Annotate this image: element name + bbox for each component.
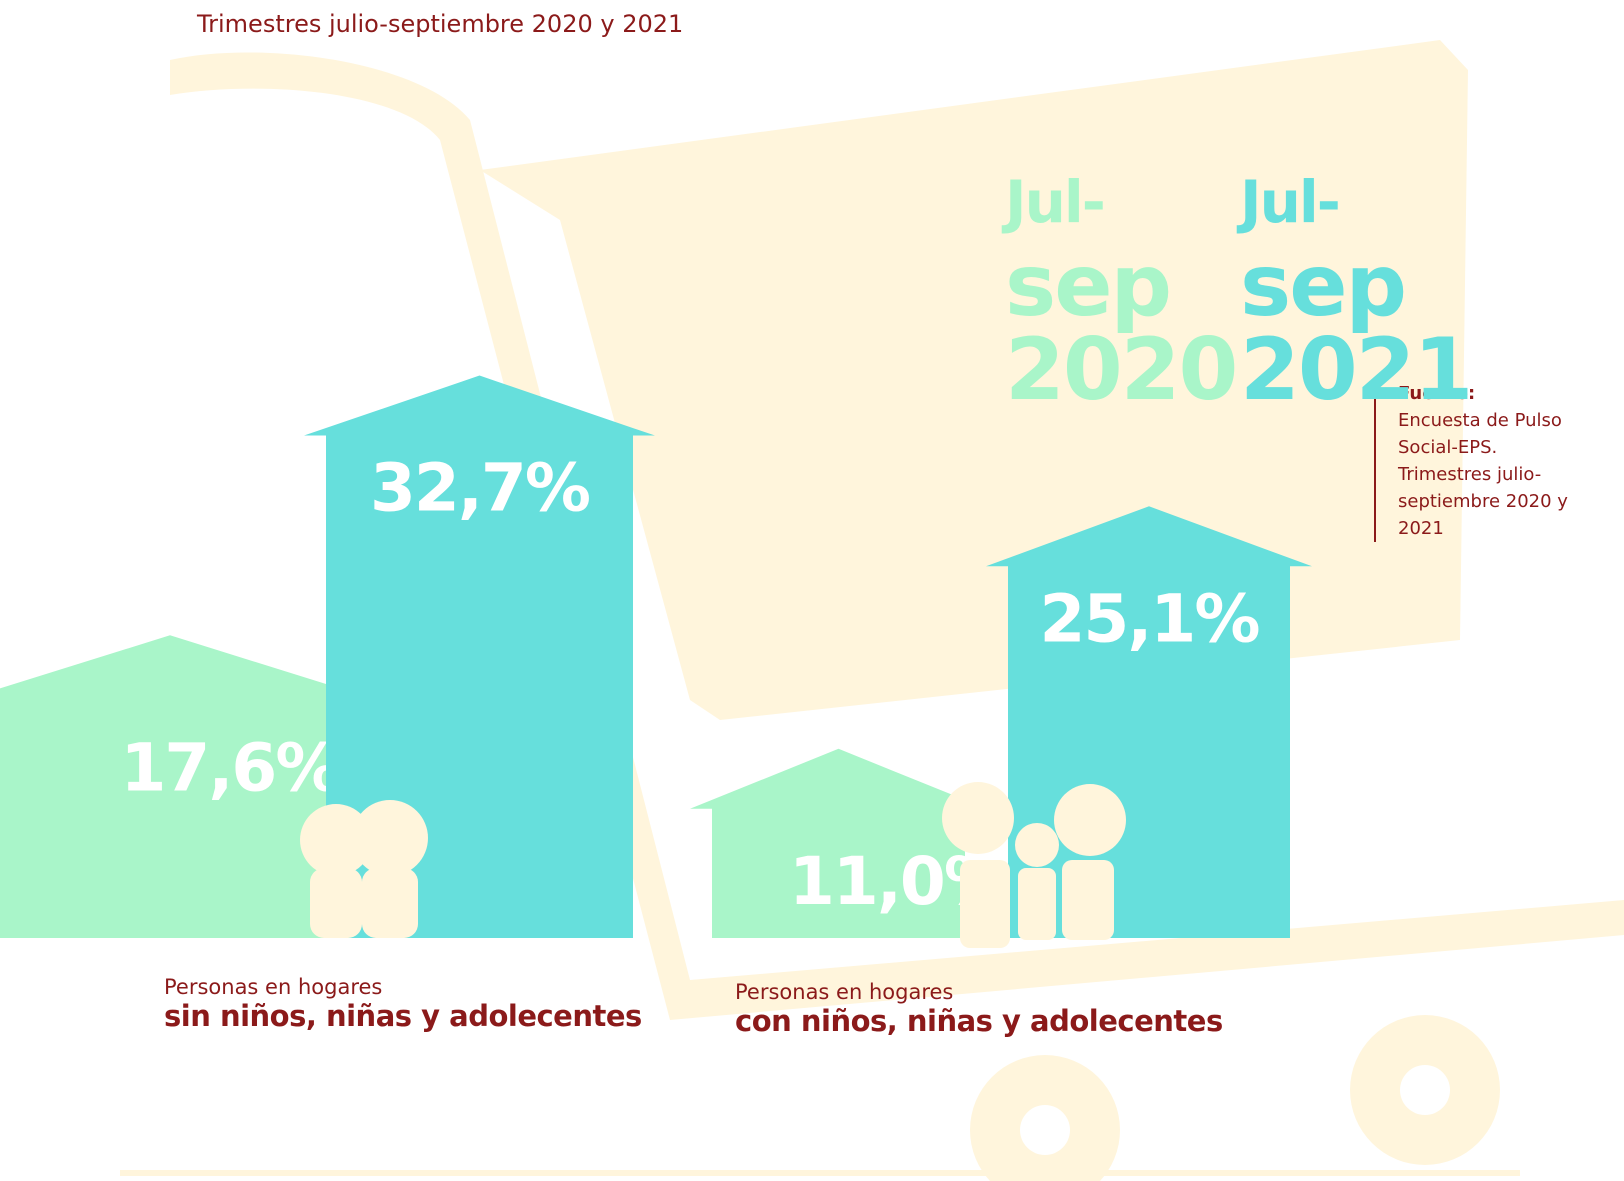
subtitle: Trimestres julio-septiembre 2020 y 2021: [197, 10, 684, 38]
legend-entry: Jul-sep 2021: [1240, 168, 1473, 420]
legend-entry: Jul-sep 2020: [1005, 168, 1238, 420]
value-label: 32,7%: [370, 450, 590, 527]
source-text: Encuesta de Pulso Social-EPS. Trimestres…: [1398, 410, 1568, 539]
source-note: Fuente: Encuesta de Pulso Social-EPS. Tr…: [1374, 380, 1593, 542]
value-label: 17,6%: [121, 729, 341, 806]
house-bar: [0, 635, 362, 938]
house-bar: [690, 748, 987, 938]
category-prefix: Personas en hogares: [164, 975, 383, 999]
children-figures: [300, 782, 1126, 948]
category-label: Personas en hogares con niños, niñas y ad…: [735, 980, 1223, 1038]
category-label: Personas en hogares sin niños, niñas y ad…: [164, 975, 642, 1033]
house-bar: [304, 375, 655, 938]
source-label: Fuente:: [1398, 383, 1476, 404]
category-name: con niños, niñas y adolecentes: [735, 1004, 1223, 1038]
category-name: sin niños, niñas y adolecentes: [164, 999, 642, 1033]
value-label: 25,1%: [1040, 580, 1260, 657]
category-prefix: Personas en hogares: [735, 980, 954, 1004]
